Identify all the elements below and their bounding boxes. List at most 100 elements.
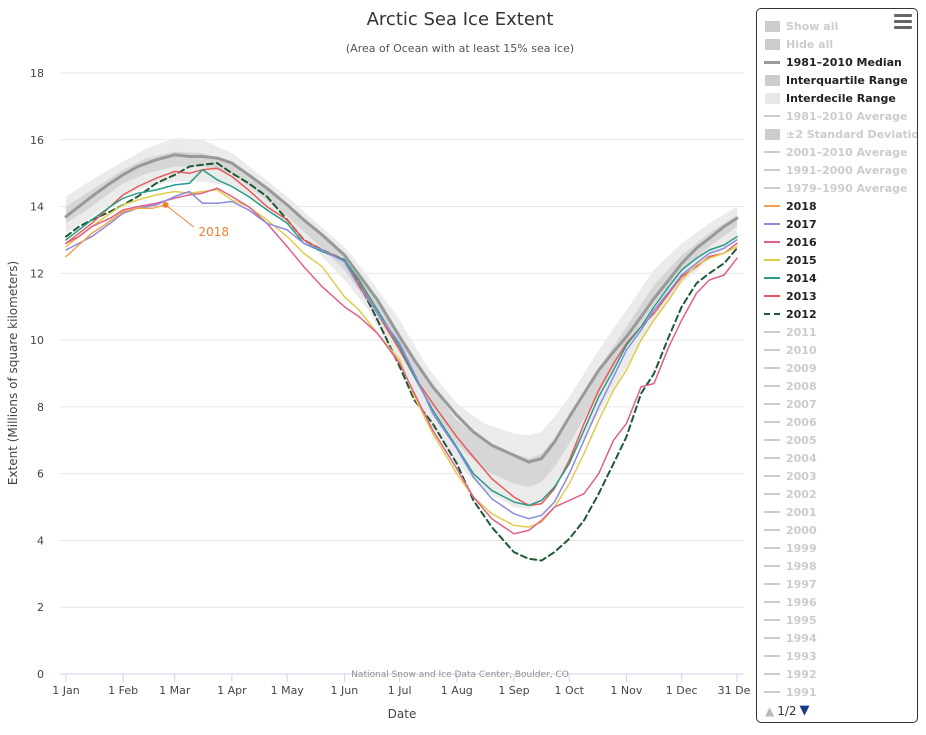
- legend-item-2004[interactable]: 2004: [764, 449, 917, 467]
- legend-item-hide-all[interactable]: Hide all: [764, 35, 917, 53]
- legend-item-1999[interactable]: 1999: [764, 539, 917, 557]
- legend-item-2-standard-deviations[interactable]: ±2 Standard Deviations: [764, 125, 917, 143]
- legend-swatch: [764, 399, 780, 409]
- legend-swatch: [764, 273, 780, 283]
- legend-item-2015[interactable]: 2015: [764, 251, 917, 269]
- legend-label: 2012: [786, 307, 817, 321]
- legend-item-2018[interactable]: 2018: [764, 197, 917, 215]
- triangle-down-icon[interactable]: ▼: [799, 703, 810, 718]
- legend-item-1995[interactable]: 1995: [764, 611, 917, 629]
- legend-label: 2009: [786, 361, 817, 375]
- legend-label: 2010: [786, 343, 817, 357]
- y-axis-label: Extent (Millions of square kilometers): [6, 261, 20, 485]
- y-tick-18: 18: [30, 67, 44, 80]
- legend-label: 1991–2000 Average: [786, 163, 908, 177]
- sea-ice-chart: Arctic Sea Ice Extent (Area of Ocean wit…: [6, 9, 750, 721]
- legend-swatch: [764, 57, 780, 67]
- y-tick-4: 4: [37, 534, 44, 547]
- legend-item-1981-2010-average[interactable]: 1981–2010 Average: [764, 107, 917, 125]
- legend-item-2016[interactable]: 2016: [764, 233, 917, 251]
- legend-item-2010[interactable]: 2010: [764, 341, 917, 359]
- annotation-label: 2018: [199, 225, 230, 239]
- y-tick-10: 10: [30, 334, 44, 347]
- legend-item-2009[interactable]: 2009: [764, 359, 917, 377]
- triangle-up-icon[interactable]: ▲: [765, 703, 775, 718]
- legend-item-2008[interactable]: 2008: [764, 377, 917, 395]
- legend-item-2014[interactable]: 2014: [764, 269, 917, 287]
- legend-swatch: [764, 38, 780, 50]
- legend-item-2001-2010-average[interactable]: 2001–2010 Average: [764, 143, 917, 161]
- legend-item-1991-2000-average[interactable]: 1991–2000 Average: [764, 161, 917, 179]
- legend-label: 2016: [786, 235, 817, 249]
- legend-item-2001[interactable]: 2001: [764, 503, 917, 521]
- legend-swatch: [764, 579, 780, 589]
- series-line-2014: [65, 169, 738, 507]
- y-tick-8: 8: [37, 401, 44, 414]
- series-lines: [64, 153, 739, 562]
- annotation-connector: [165, 204, 194, 228]
- legend-label: 2015: [786, 253, 817, 267]
- legend-item-show-all[interactable]: Show all: [764, 17, 917, 35]
- series-line-2017: [65, 190, 738, 520]
- legend-swatch: [764, 525, 780, 535]
- legend-swatch: [764, 507, 780, 517]
- legend-item-2000[interactable]: 2000: [764, 521, 917, 539]
- legend-label: 2013: [786, 289, 817, 303]
- hamburger-menu-icon[interactable]: [894, 14, 912, 30]
- legend-items: Show all Hide all 1981–2010 Median Interqua…: [764, 17, 917, 701]
- legend-swatch: [764, 669, 780, 679]
- legend-item-1991[interactable]: 1991: [764, 683, 917, 701]
- legend-label: 2007: [786, 397, 817, 411]
- legend-label: 1981–2010 Median: [786, 55, 902, 69]
- legend-item-1998[interactable]: 1998: [764, 557, 917, 575]
- legend-item-2013[interactable]: 2013: [764, 287, 917, 305]
- legend-item-2006[interactable]: 2006: [764, 413, 917, 431]
- x-tick-1-jan: 1 Jan: [52, 684, 79, 697]
- legend-swatch: [764, 381, 780, 391]
- legend-swatch: [764, 435, 780, 445]
- x-axis-ticks: 1 Jan 1 Feb 1 Mar 1 Apr 1 May 1 Jun 1 Jul 1 Aug…: [52, 674, 750, 697]
- legend-item-1993[interactable]: 1993: [764, 647, 917, 665]
- legend-item-2017[interactable]: 2017: [764, 215, 917, 233]
- legend-item-interquartile-range[interactable]: Interquartile Range: [764, 71, 917, 89]
- legend-swatch: [764, 453, 780, 463]
- interquartile-band: [66, 151, 737, 487]
- legend-swatch: [764, 111, 780, 121]
- series-line-2018: [65, 204, 167, 258]
- legend-item-2011[interactable]: 2011: [764, 323, 917, 341]
- legend-item-2005[interactable]: 2005: [764, 431, 917, 449]
- series-line-1981-2010-median: [64, 153, 739, 464]
- legend-panel: Show all Hide all 1981–2010 Median Interqua…: [756, 8, 918, 723]
- legend-item-1996[interactable]: 1996: [764, 593, 917, 611]
- legend-item-1981-2010-median[interactable]: 1981–2010 Median: [764, 53, 917, 71]
- legend-label: 2014: [786, 271, 817, 285]
- chart-credit[interactable]: National Snow and Ice Data Center, Bould…: [351, 670, 569, 680]
- legend-label: 1999: [786, 541, 817, 555]
- legend-item-1979-1990-average[interactable]: 1979–1990 Average: [764, 179, 917, 197]
- legend-label: 1992: [786, 667, 817, 681]
- y-tick-0: 0: [37, 668, 44, 681]
- legend-item-2012[interactable]: 2012: [764, 305, 917, 323]
- legend-label: 1998: [786, 559, 817, 573]
- x-tick-1-aug: 1 Aug: [441, 684, 473, 697]
- legend-swatch: [764, 165, 780, 175]
- legend-swatch: [764, 597, 780, 607]
- legend-item-2007[interactable]: 2007: [764, 395, 917, 413]
- legend-label: 2005: [786, 433, 817, 447]
- legend-item-1992[interactable]: 1992: [764, 665, 917, 683]
- legend-label: ±2 Standard Deviations: [786, 127, 917, 141]
- x-tick-1-mar: 1 Mar: [159, 684, 191, 697]
- legend-swatch: [764, 92, 780, 104]
- legend-item-2002[interactable]: 2002: [764, 485, 917, 503]
- x-tick-1-nov: 1 Nov: [610, 684, 642, 697]
- y-tick-2: 2: [37, 601, 44, 614]
- chart-title: Arctic Sea Ice Extent: [367, 9, 554, 30]
- legend-item-interdecile-range[interactable]: Interdecile Range: [764, 89, 917, 107]
- legend-item-2003[interactable]: 2003: [764, 467, 917, 485]
- legend-item-1994[interactable]: 1994: [764, 629, 917, 647]
- series-line-2012: [65, 162, 738, 562]
- legend-item-1997[interactable]: 1997: [764, 575, 917, 593]
- x-tick-1-feb: 1 Feb: [108, 684, 138, 697]
- legend-swatch: [764, 543, 780, 553]
- legend-swatch: [764, 651, 780, 661]
